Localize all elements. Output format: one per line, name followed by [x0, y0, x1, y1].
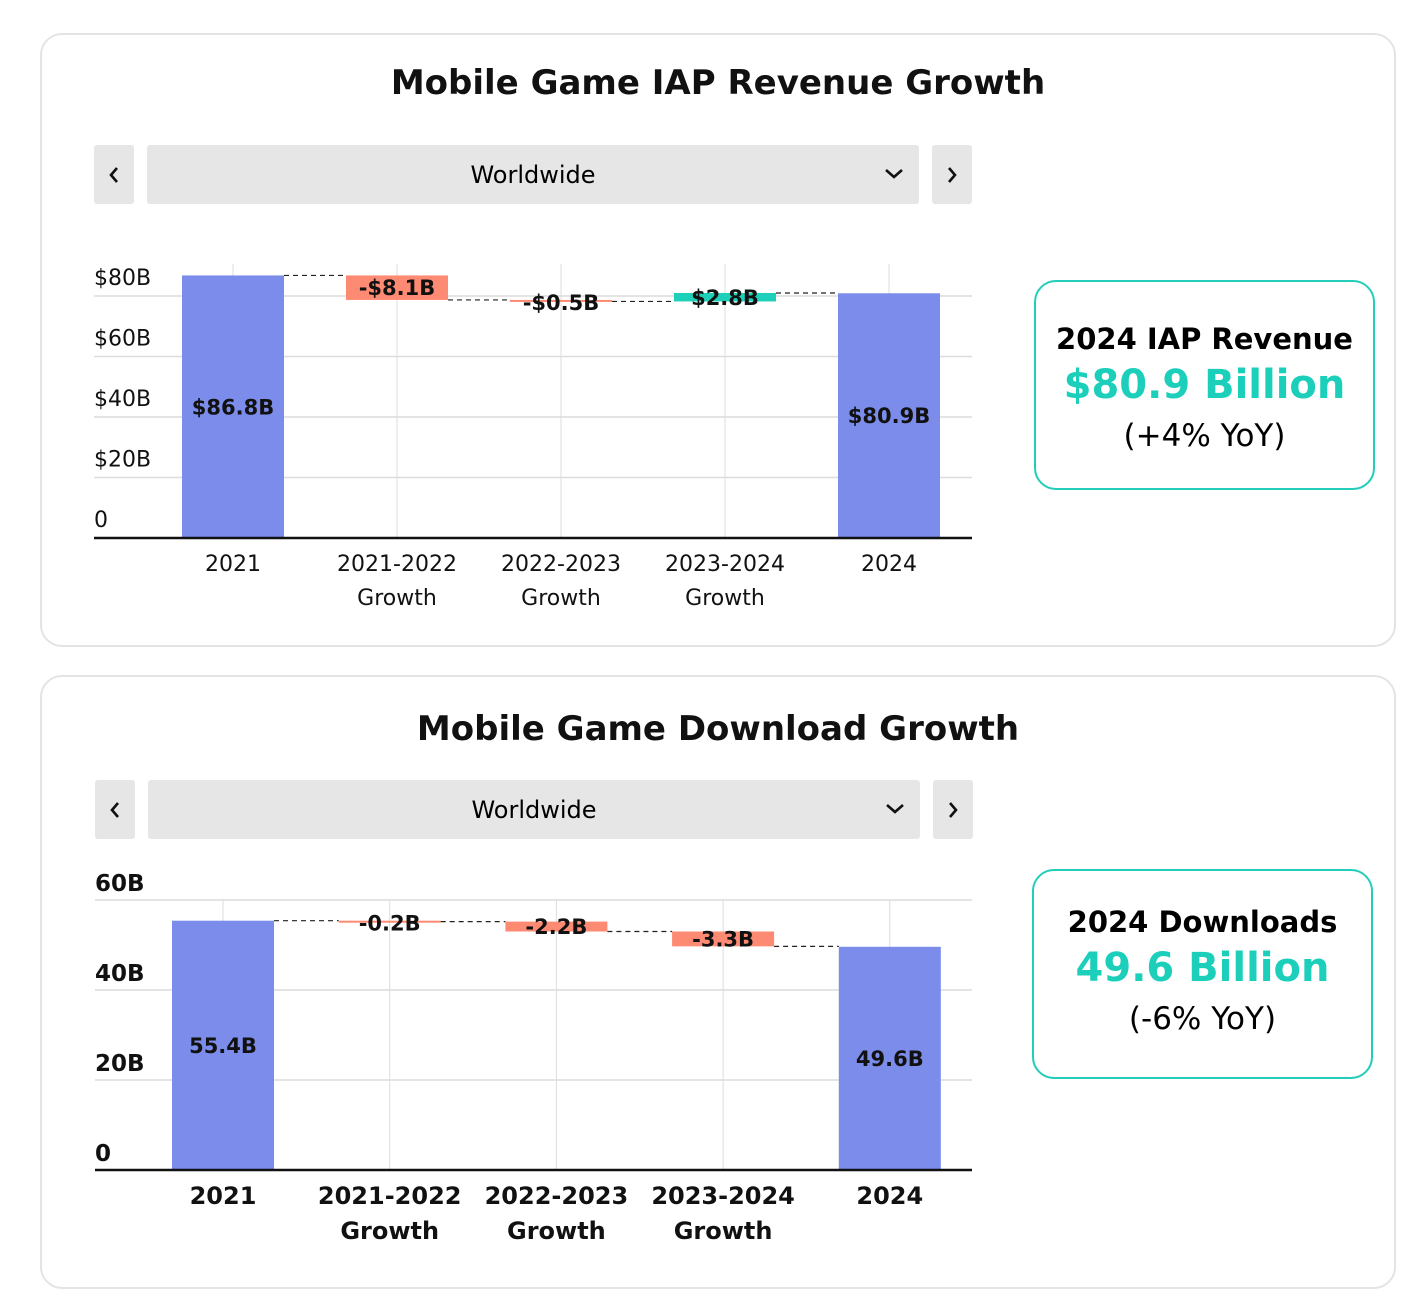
data-label: -2.2B — [525, 915, 587, 939]
bar-decrease — [510, 299, 612, 302]
x-tick-label: Growth — [507, 1217, 606, 1245]
kpi-change: (+4% YoY) — [1123, 418, 1286, 454]
region-dropdown-value: Worldwide — [471, 795, 597, 824]
next-region-button[interactable] — [932, 145, 972, 204]
bar-decrease — [346, 275, 448, 300]
chevron-down-icon — [886, 804, 904, 814]
data-label: $80.9B — [848, 404, 930, 428]
x-tick-label: 2021-2022 — [318, 1182, 462, 1210]
x-tick-label: 2022-2023 — [501, 552, 621, 577]
chevron-down-icon — [885, 169, 903, 179]
x-tick-label: Growth — [674, 1217, 773, 1245]
next-region-button[interactable] — [933, 780, 973, 839]
x-tick-label: Growth — [357, 586, 437, 611]
kpi-value: 49.6 Billion — [1075, 945, 1330, 991]
bar-increase — [674, 292, 776, 302]
y-tick-label: 0 — [94, 508, 108, 533]
chevron-left-icon — [110, 801, 119, 818]
y-tick-label: 20B — [95, 1051, 145, 1077]
bar-total — [172, 920, 274, 1170]
x-tick-label: 2024 — [861, 552, 917, 577]
x-tick-label: 2023-2024 — [665, 552, 785, 577]
x-tick-label: 2021 — [190, 1182, 257, 1210]
bar-decrease — [338, 920, 441, 923]
y-tick-label: $60B — [94, 327, 151, 352]
x-tick-label: Growth — [685, 586, 765, 611]
chevron-left-icon — [109, 166, 118, 183]
y-tick-label: $20B — [94, 448, 151, 473]
x-tick-label: 2022-2023 — [485, 1182, 629, 1210]
x-tick-label: 2024 — [856, 1182, 923, 1210]
panel-title: Mobile Game Download Growth — [416, 709, 1020, 749]
downloads-waterfall-chart: 0 20B 40B 60B 55.4B -0.2B -2.2B -3.3B 49.6B 2021 2… — [95, 871, 972, 1245]
x-tick-label: 2021-2022 — [337, 552, 457, 577]
bar-decrease — [505, 921, 608, 932]
kpi-value: $80.9 Billion — [1063, 362, 1346, 408]
data-label: 55.4B — [189, 1034, 257, 1058]
chevron-right-icon — [949, 801, 958, 818]
data-label: $2.8B — [691, 286, 759, 310]
panel-title: Mobile Game IAP Revenue Growth — [390, 63, 1046, 103]
kpi-label: 2024 IAP Revenue — [1056, 322, 1353, 356]
data-label: 49.6B — [856, 1047, 924, 1071]
kpi-box: 2024 Downloads 49.6 Billion (-6% YoY) — [1032, 869, 1373, 1079]
data-label: -0.2B — [359, 912, 421, 936]
y-tick-label: 40B — [95, 961, 145, 987]
chevron-right-icon — [948, 166, 957, 183]
y-tick-label: 0 — [95, 1141, 111, 1167]
kpi-label: 2024 Downloads — [1067, 905, 1338, 939]
kpi-change: (-6% YoY) — [1128, 1001, 1277, 1037]
y-tick-label: $40B — [94, 387, 151, 412]
x-tick-label: 2023-2024 — [651, 1182, 795, 1210]
prev-region-button[interactable] — [94, 145, 134, 204]
bar-total — [838, 293, 940, 538]
data-label: -$0.5B — [523, 291, 600, 315]
region-dropdown[interactable]: Worldwide — [148, 780, 920, 839]
region-dropdown-value: Worldwide — [470, 160, 596, 189]
bar-total — [182, 275, 284, 538]
x-tick-label: Growth — [521, 586, 601, 611]
iap-revenue-waterfall-chart: 0 $20B $40B $60B $80B $86.8B -$8.1B -$0.5B $2.8B… — [94, 264, 972, 611]
bar-total — [838, 946, 941, 1170]
y-tick-label: $80B — [94, 266, 151, 291]
region-dropdown[interactable]: Worldwide — [147, 145, 919, 204]
x-tick-label: 2021 — [205, 552, 261, 577]
prev-region-button[interactable] — [95, 780, 135, 839]
bar-decrease — [672, 931, 775, 947]
x-tick-label: Growth — [340, 1217, 439, 1245]
data-label: -$8.1B — [359, 276, 436, 300]
y-tick-label: 60B — [95, 871, 145, 897]
kpi-box: 2024 IAP Revenue $80.9 Billion (+4% YoY) — [1034, 280, 1375, 490]
data-label: -3.3B — [692, 927, 754, 951]
data-label: $86.8B — [192, 395, 274, 419]
